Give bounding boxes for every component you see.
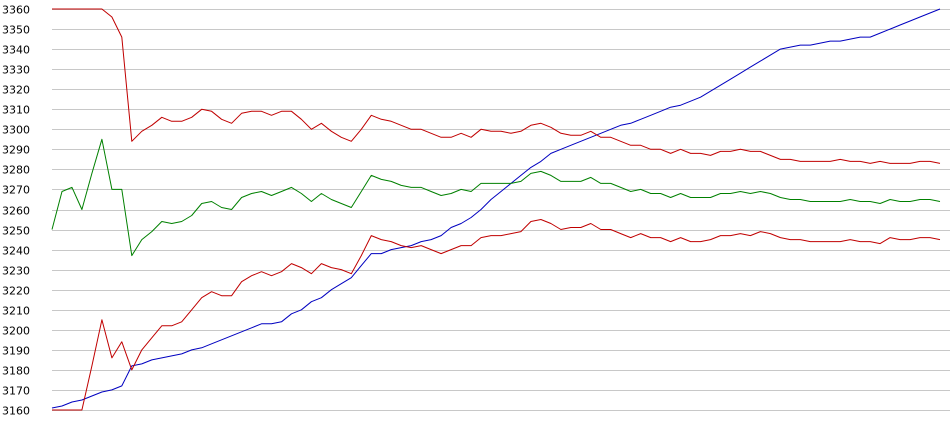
- y-tick-label: 3280: [2, 164, 30, 177]
- y-tick-label: 3180: [2, 365, 30, 378]
- y-tick-label: 3190: [2, 345, 30, 358]
- y-tick-label: 3230: [2, 265, 30, 278]
- y-tick-label: 3200: [2, 325, 30, 338]
- y-tick-label: 3360: [2, 4, 30, 17]
- series-line-1: [51, 8, 941, 409]
- series-line-2: [52, 8, 941, 164]
- gridlines: [52, 9, 950, 411]
- y-tick-label: 3250: [2, 225, 30, 238]
- y-tick-label: 3210: [2, 305, 30, 318]
- series-line-4: [52, 219, 941, 411]
- y-tick-label: 3270: [2, 184, 30, 197]
- y-tick-label: 3240: [2, 245, 30, 258]
- y-tick-label: 3310: [2, 104, 30, 117]
- y-tick-label: 3300: [2, 124, 30, 137]
- y-tick-label: 3160: [2, 405, 30, 418]
- series-lines: [51, 8, 941, 411]
- y-tick-label: 3220: [2, 285, 30, 298]
- y-axis-tick-labels: 3160 3170 3180 3190 3200 3210 3220 3230 3240 3250…: [2, 4, 30, 418]
- y-tick-label: 3350: [2, 24, 30, 37]
- y-tick-label: 3330: [2, 64, 30, 77]
- y-tick-label: 3290: [2, 144, 30, 157]
- series-line-3: [51, 138, 941, 257]
- y-tick-label: 3340: [2, 44, 30, 57]
- y-tick-label: 3260: [2, 205, 30, 218]
- y-tick-label: 3170: [2, 385, 30, 398]
- y-tick-label: 3320: [2, 84, 30, 97]
